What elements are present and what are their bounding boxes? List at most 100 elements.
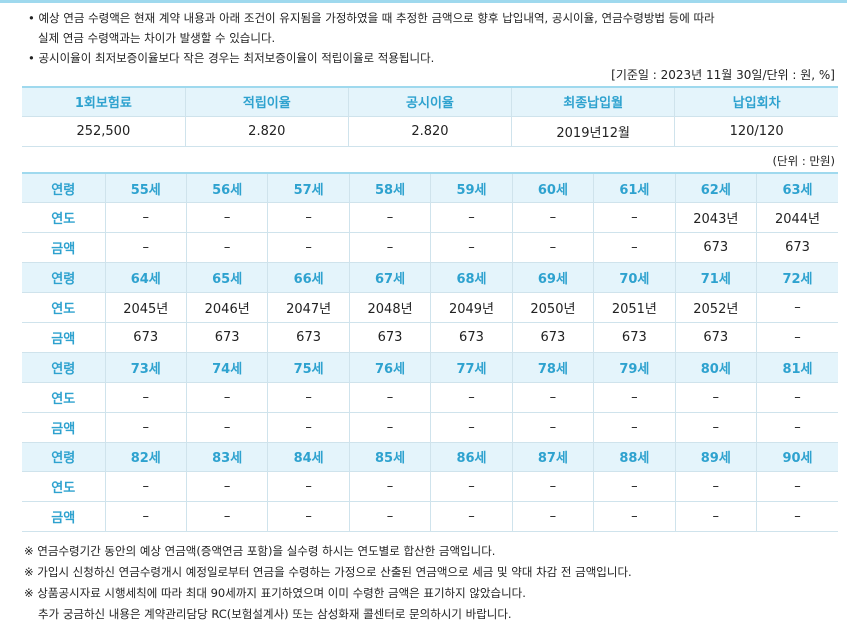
value-cell: – (104, 471, 187, 503)
pension-table: 연령 55세 56세 57세 58세 59세 60세 61세 62세 63세 연도 – – – – – – –20… (22, 172, 838, 533)
age-cell: 71세 (674, 262, 757, 294)
value-cell: – (348, 501, 431, 533)
unit: (단위 : 만원) (772, 154, 835, 168)
age-cell: 86세 (430, 442, 513, 473)
data-cell: 2019년12월 (511, 116, 675, 147)
age-row: 연령 64세 65세 66세 67세 68세 69세 70세 71세 72세 (22, 262, 838, 294)
age-cell: 75세 (267, 352, 350, 383)
value-cell: – (593, 382, 676, 413)
age-cell: 55세 (104, 173, 187, 204)
value-cell: – (348, 412, 431, 443)
value-row: 금액 673 673 673 673 673 673 673 673– (22, 322, 838, 353)
age-cell: 56세 (185, 173, 268, 204)
row-label: 연령 (22, 352, 105, 383)
note-line: • 공시이율이 최저보증이율보다 작은 경우는 최저보증이율이 적립이율로 적용… (28, 51, 435, 65)
value-cell: – (756, 292, 838, 323)
value-cell: – (511, 471, 594, 503)
value-cell: 2049년 (430, 292, 513, 323)
value-cell: 2043년 (674, 202, 757, 234)
value-cell: – (267, 382, 350, 413)
value-cell: – (511, 202, 594, 234)
age-cell: 78세 (511, 352, 594, 383)
value-cell: – (674, 412, 757, 443)
value-cell: – (430, 501, 513, 533)
value-cell: 673 (756, 232, 838, 264)
header-row: 1회보험료 적립이율 공시이율 최종납입월 납입회차 (22, 87, 838, 117)
value-cell: – (511, 412, 594, 443)
value-cell: – (511, 501, 594, 533)
footnote: ※ 연금수령기간 동안의 예상 연금액(증액연금 포함)을 실수령 하시는 연도… (24, 544, 496, 558)
value-cell: 673 (511, 322, 594, 353)
value-cell: – (104, 412, 187, 443)
value-cell: 2050년 (511, 292, 594, 323)
value-cell: – (267, 471, 350, 503)
row-label: 금액 (22, 322, 105, 353)
row-label: 연령 (22, 173, 105, 204)
age-cell: 62세 (674, 173, 757, 204)
value-cell: 2047년 (267, 292, 350, 323)
age-cell: 85세 (348, 442, 431, 473)
value-cell: – (674, 471, 757, 503)
row-label: 금액 (22, 501, 105, 533)
row-label: 연도 (22, 471, 105, 503)
row-label: 연도 (22, 292, 105, 323)
data-cell: 252,500 (22, 116, 186, 147)
value-cell: – (348, 232, 431, 264)
value-cell: – (430, 471, 513, 503)
age-cell: 79세 (593, 352, 676, 383)
value-cell: – (593, 471, 676, 503)
value-cell: – (756, 322, 838, 353)
value-cell: 2048년 (348, 292, 431, 323)
age-cell: 90세 (756, 442, 838, 473)
value-row: 연도 – – – – – – –2043년 2044년 (22, 202, 838, 234)
value-cell: 673 (348, 322, 431, 353)
age-row: 연령 82세 83세 84세 85세 86세 87세 88세 89세 90세 (22, 442, 838, 473)
header-cell: 1회보험료 (22, 87, 186, 117)
value-cell: 673 (674, 232, 757, 264)
age-cell: 69세 (511, 262, 594, 294)
age-cell: 80세 (674, 352, 757, 383)
value-row: 금액 – – – – – – – – – (22, 412, 838, 443)
value-cell: – (511, 232, 594, 264)
value-cell: – (674, 382, 757, 413)
value-cell: – (185, 202, 268, 234)
data-cell: 2.820 (184, 116, 349, 147)
value-cell: – (185, 501, 268, 533)
age-cell: 63세 (756, 173, 838, 204)
value-cell: – (756, 471, 838, 503)
value-cell: 2052년 (674, 292, 757, 323)
value-row: 연도 2045년 2046년 2047년 2048년 2049년 2050년 2051년 205… (22, 292, 838, 323)
header-cell: 납입회차 (674, 87, 838, 117)
data-cell: 2.820 (347, 116, 512, 147)
footnote: ※ 상품공시자료 시행세칙에 따라 최대 90세까지 표기하였으며 이미 수령한… (24, 586, 526, 600)
value-row: 금액 – – – – – – – – – (22, 501, 838, 533)
value-cell: – (674, 501, 757, 533)
value-cell: – (430, 232, 513, 264)
value-cell: – (430, 412, 513, 443)
row-label: 연령 (22, 442, 105, 473)
value-cell: 2045년 (104, 292, 187, 323)
row-label: 금액 (22, 232, 105, 264)
row-label: 연도 (22, 382, 105, 413)
value-cell: – (267, 412, 350, 443)
value-cell: – (104, 232, 187, 264)
value-cell: – (348, 471, 431, 503)
value-cell: – (593, 202, 676, 234)
data-cell: 120/120 (674, 116, 838, 147)
contract-table: 1회보험료 적립이율 공시이율 최종납입월 납입회차 252,500 2.820 2.820 2… (22, 86, 838, 147)
age-cell: 57세 (267, 173, 350, 204)
value-row: 금액 – – – – – – –673 673 (22, 232, 838, 264)
row-label: 금액 (22, 412, 105, 443)
value-row: 연도 – – – – – – – – – (22, 471, 838, 503)
age-cell: 84세 (267, 442, 350, 473)
age-cell: 77세 (430, 352, 513, 383)
value-cell: – (104, 501, 187, 533)
age-cell: 83세 (185, 442, 268, 473)
age-cell: 88세 (593, 442, 676, 473)
value-cell: – (430, 382, 513, 413)
age-cell: 74세 (185, 352, 268, 383)
age-cell: 81세 (756, 352, 838, 383)
value-cell: – (267, 232, 350, 264)
value-cell: 2044년 (756, 202, 838, 234)
